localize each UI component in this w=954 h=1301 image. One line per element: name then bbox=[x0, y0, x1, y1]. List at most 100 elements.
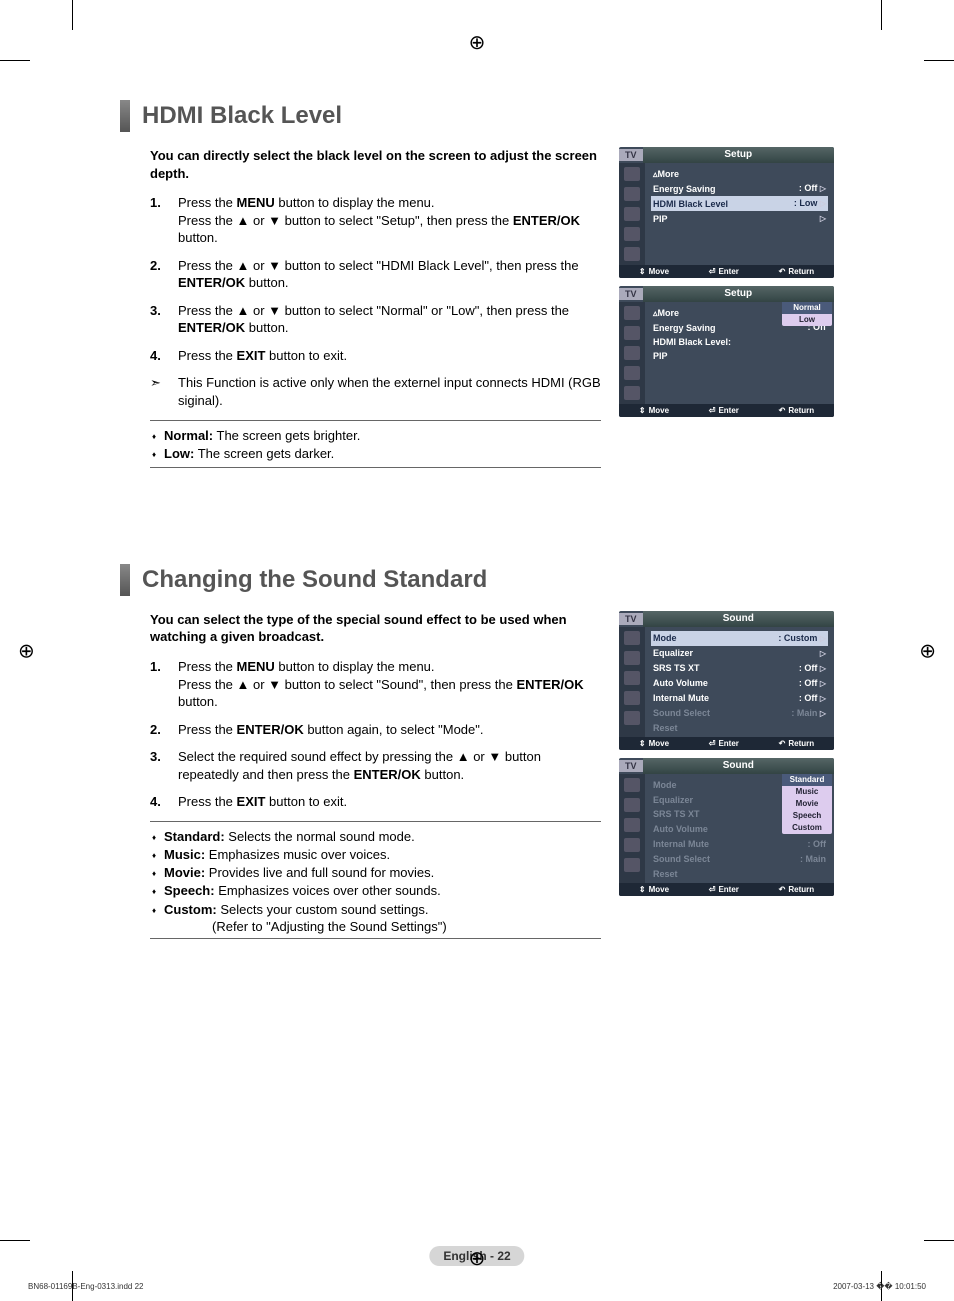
step-number: 4. bbox=[150, 347, 178, 365]
step-number: 2. bbox=[150, 721, 178, 739]
osd-row: Reset bbox=[651, 867, 828, 881]
bullet-item: Speech: Emphasizes voices over other sou… bbox=[150, 882, 601, 900]
osd-sidebar bbox=[619, 774, 645, 883]
osd-title: Sound bbox=[643, 758, 834, 774]
step-number: 3. bbox=[150, 748, 178, 783]
osd-body: ▵MoreEnergy Saving: Off ▷HDMI Black Leve… bbox=[619, 163, 834, 265]
osd-icon bbox=[624, 366, 640, 380]
osd-title: Sound bbox=[643, 611, 834, 627]
footer-timestamp: 2007-03-13 �� 10:01:50 bbox=[833, 1282, 926, 1291]
osd-row: Internal Mute: Off ▷ bbox=[651, 691, 828, 706]
osd-title: Setup bbox=[643, 147, 834, 163]
osd-header: TVSound bbox=[619, 611, 834, 627]
bullet-item: Custom: Selects your custom sound settin… bbox=[150, 901, 601, 919]
section-sound-body: You can select the type of the special s… bbox=[120, 611, 834, 945]
step-item: 3.Select the required sound effect by pr… bbox=[150, 748, 601, 783]
osd-icon bbox=[624, 838, 640, 852]
osd-icon bbox=[624, 671, 640, 685]
divider bbox=[150, 938, 601, 939]
osd-header: TVSound bbox=[619, 758, 834, 774]
text-column: You can select the type of the special s… bbox=[120, 611, 601, 945]
osd-icon bbox=[624, 691, 640, 705]
osd-row: Sound Select: Main bbox=[651, 852, 828, 867]
osd-icon bbox=[624, 207, 640, 221]
osd-row: Internal Mute: Off bbox=[651, 837, 828, 852]
osd-tv-label: TV bbox=[619, 288, 643, 300]
note-text: This Function is active only when the ex… bbox=[178, 374, 601, 409]
osd-footer: MoveEnterReturn bbox=[619, 265, 834, 278]
heading-bar-icon bbox=[120, 564, 130, 596]
divider bbox=[150, 821, 601, 822]
osd-row: PIP ▷ bbox=[651, 211, 828, 226]
osd-header: TVSetup bbox=[619, 286, 834, 302]
osd-icon bbox=[624, 711, 640, 725]
osd-icon bbox=[624, 818, 640, 832]
step-item: 1.Press the MENU button to display the m… bbox=[150, 658, 601, 711]
page-content: HDMI Black Level You can directly select… bbox=[120, 100, 834, 1221]
text-column: You can directly select the black level … bbox=[120, 147, 601, 474]
note-icon: ➣ bbox=[150, 374, 178, 409]
osd-row: HDMI Black Level: Low ▷ bbox=[651, 196, 828, 211]
osd-title: Setup bbox=[643, 286, 834, 302]
step-text: Press the ▲ or ▼ button to select "HDMI … bbox=[178, 257, 601, 292]
osd-tv-label: TV bbox=[619, 760, 643, 772]
osd-icon bbox=[624, 247, 640, 261]
osd-icon bbox=[624, 167, 640, 181]
section-heading-sound: Changing the Sound Standard bbox=[120, 564, 834, 596]
footer-filename: BN68-01169B-Eng-0313.indd 22 bbox=[28, 1282, 144, 1291]
bullet-item: Music: Emphasizes music over voices. bbox=[150, 846, 601, 864]
step-text: Press the MENU button to display the men… bbox=[178, 658, 601, 711]
step-text: Press the EXIT button to exit. bbox=[178, 347, 601, 365]
osd-sidebar bbox=[619, 163, 645, 265]
osd-row: Mode: Custom ▷ bbox=[651, 631, 828, 646]
step-number: 2. bbox=[150, 257, 178, 292]
step-text: Select the required sound effect by pres… bbox=[178, 748, 601, 783]
step-number: 3. bbox=[150, 302, 178, 337]
step-number: 1. bbox=[150, 658, 178, 711]
osd-body: ▵MoreEnergy Saving: Off HDMI Black Level… bbox=[619, 302, 834, 404]
osd-icon bbox=[624, 187, 640, 201]
step-item: 4.Press the EXIT button to exit. bbox=[150, 347, 601, 365]
osd-sound-2: TVSoundMode: Custom Equalizer SRS TS XT:… bbox=[619, 758, 834, 896]
osd-icon bbox=[624, 651, 640, 665]
osd-column: TVSoundMode: Custom ▷Equalizer ▷SRS TS X… bbox=[619, 611, 834, 945]
osd-icon bbox=[624, 386, 640, 400]
osd-popup: NormalLow bbox=[782, 302, 832, 326]
osd-footer: MoveEnterReturn bbox=[619, 883, 834, 896]
bullet-item: Normal: The screen gets brighter. bbox=[150, 427, 601, 445]
step-number: 1. bbox=[150, 194, 178, 247]
osd-icon bbox=[624, 306, 640, 320]
page-number: English - 22 bbox=[429, 1246, 524, 1266]
intro-text: You can select the type of the special s… bbox=[150, 611, 601, 646]
step-text: Press the EXIT button to exit. bbox=[178, 793, 601, 811]
osd-column: TVSetup▵MoreEnergy Saving: Off ▷HDMI Bla… bbox=[619, 147, 834, 474]
divider bbox=[150, 467, 601, 468]
osd-body: Mode: Custom Equalizer SRS TS XT: Off Au… bbox=[619, 774, 834, 883]
osd-body: Mode: Custom ▷Equalizer ▷SRS TS XT: Off … bbox=[619, 627, 834, 737]
osd-more: ▵More bbox=[651, 167, 828, 181]
osd-icon bbox=[624, 798, 640, 812]
osd-icon bbox=[624, 227, 640, 241]
heading-bar-icon bbox=[120, 100, 130, 132]
bullet-item: Movie: Provides live and full sound for … bbox=[150, 864, 601, 882]
step-item: 2.Press the ▲ or ▼ button to select "HDM… bbox=[150, 257, 601, 292]
note-line: ➣ This Function is active only when the … bbox=[150, 374, 601, 409]
osd-main: Mode: Custom ▷Equalizer ▷SRS TS XT: Off … bbox=[645, 627, 834, 737]
osd-footer: MoveEnterReturn bbox=[619, 404, 834, 417]
osd-icon bbox=[624, 858, 640, 872]
osd-row: PIP bbox=[651, 349, 828, 363]
step-text: Press the ▲ or ▼ button to select "Norma… bbox=[178, 302, 601, 337]
step-number: 4. bbox=[150, 793, 178, 811]
step-item: 4.Press the EXIT button to exit. bbox=[150, 793, 601, 811]
bullet-list: Normal: The screen gets brighter.Low: Th… bbox=[150, 427, 601, 463]
osd-row: Energy Saving: Off ▷ bbox=[651, 181, 828, 196]
osd-main: ▵MoreEnergy Saving: Off ▷HDMI Black Leve… bbox=[645, 163, 834, 265]
osd-setup-2: TVSetup▵MoreEnergy Saving: Off HDMI Blac… bbox=[619, 286, 834, 417]
osd-tv-label: TV bbox=[619, 149, 643, 161]
osd-row: Auto Volume: Off ▷ bbox=[651, 676, 828, 691]
osd-sidebar bbox=[619, 302, 645, 404]
steps-list: 1.Press the MENU button to display the m… bbox=[150, 194, 601, 364]
osd-row: Equalizer ▷ bbox=[651, 646, 828, 661]
steps-list: 1.Press the MENU button to display the m… bbox=[150, 658, 601, 811]
osd-popup: StandardMusicMovieSpeechCustom bbox=[782, 774, 832, 834]
